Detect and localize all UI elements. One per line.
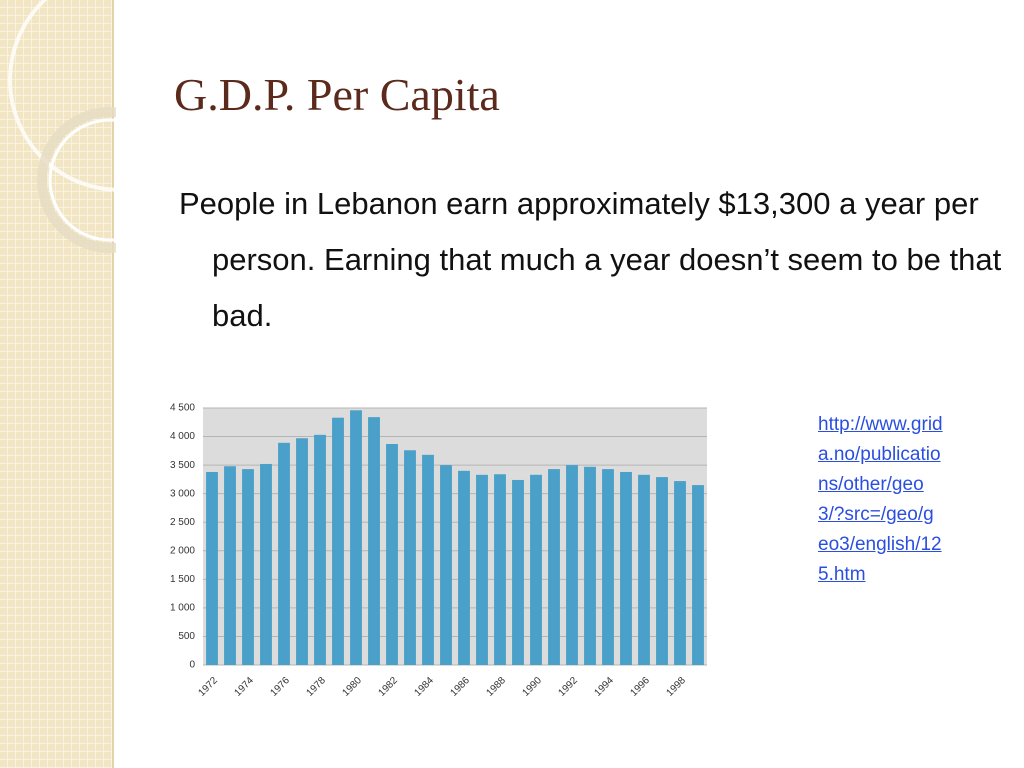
y-tick-label: 1 500 — [170, 574, 195, 585]
bar — [674, 481, 686, 665]
bar — [620, 471, 632, 665]
title: G.D.P. Per Capita — [174, 69, 500, 120]
y-tick-label: 2 500 — [170, 517, 195, 528]
bar — [692, 485, 704, 665]
bar — [242, 469, 254, 665]
x-tick-label: 1992 — [556, 675, 580, 699]
chart: 0 500 1 000 1 500 2 000 2 500 3 000 3 500 4 000 4… — [170, 403, 707, 699]
bar — [458, 470, 470, 665]
x-tick-label: 1990 — [520, 675, 544, 699]
bar — [224, 466, 236, 665]
x-tick-label: 1986 — [448, 675, 472, 699]
decoration — [0, 0, 116, 768]
x-tick-label: 1996 — [628, 675, 652, 699]
bar — [314, 434, 326, 665]
y-tick-label: 0 — [189, 660, 195, 671]
bar — [386, 443, 398, 665]
y-tick-label: 500 — [178, 631, 195, 642]
x-tick-label: 1994 — [592, 675, 616, 699]
bar — [530, 474, 542, 665]
y-tick-label: 3 000 — [170, 488, 195, 499]
x-tick-label: 1974 — [232, 675, 256, 699]
x-tick-label: 1982 — [376, 675, 400, 699]
bar — [548, 469, 560, 665]
bar — [566, 465, 578, 665]
body-text: People in Lebanon earn approximately $13… — [179, 186, 1002, 333]
bar — [368, 417, 380, 665]
x-tick-label: 1980 — [340, 675, 364, 699]
bar — [332, 417, 344, 665]
y-tick-label: 4 000 — [170, 431, 195, 442]
x-tick-label: 1972 — [196, 675, 220, 699]
bar — [404, 450, 416, 665]
bar — [296, 438, 308, 665]
y-tick-label: 2 000 — [170, 545, 195, 556]
bar — [602, 469, 614, 665]
bar — [512, 479, 524, 665]
bar — [584, 466, 596, 665]
bar — [350, 410, 362, 665]
bar — [278, 442, 290, 665]
bar — [494, 474, 506, 665]
bar — [422, 454, 434, 665]
x-tick-label: 1988 — [484, 675, 508, 699]
bar — [476, 474, 488, 665]
x-tick-label: 1984 — [412, 675, 436, 699]
x-tick-label: 1978 — [304, 675, 328, 699]
bar — [440, 465, 452, 665]
y-tick-label: 4 500 — [170, 403, 195, 414]
bar — [260, 463, 272, 665]
bar — [638, 474, 650, 665]
bar — [656, 477, 668, 665]
y-tick-label: 3 500 — [170, 460, 195, 471]
x-tick-label: 1998 — [664, 675, 688, 699]
y-tick-label: 1 000 — [170, 603, 195, 614]
bar — [206, 471, 218, 665]
x-tick-label: 1976 — [268, 675, 292, 699]
source-link[interactable]: http://www.grida.no/publications/other/g… — [818, 414, 943, 585]
